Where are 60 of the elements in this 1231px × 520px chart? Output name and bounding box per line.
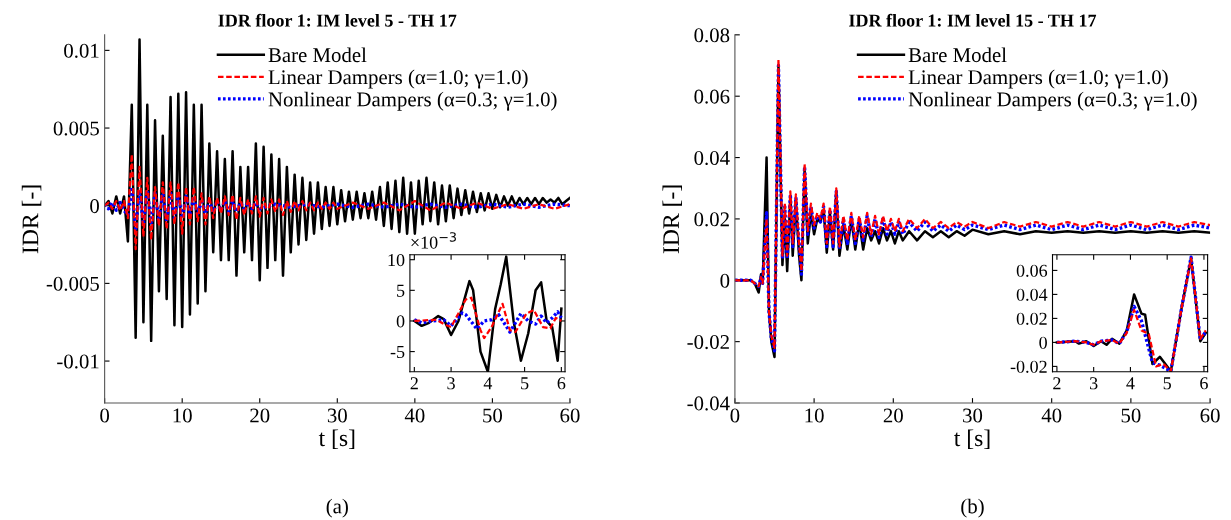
- x-tick-label: 10: [805, 408, 824, 423]
- y-tick-label: -0.01: [57, 354, 99, 369]
- x-tick-label: 60: [560, 408, 580, 423]
- x-tick-label: 50: [1121, 408, 1141, 423]
- legend-label: Bare Model: [908, 47, 1007, 63]
- text: (a): [326, 498, 348, 518]
- y-tick-label: 0.02: [694, 212, 729, 227]
- text: (b): [961, 498, 984, 518]
- y-tick-label: -5: [390, 346, 405, 359]
- y-tick-label: 0.02: [1016, 312, 1047, 325]
- x-tick-label: 6: [557, 377, 566, 390]
- y-axis-title: IDR [-]: [662, 185, 682, 254]
- x-tick-label: 30: [963, 408, 983, 423]
- x-tick-label: 40: [404, 408, 425, 423]
- x-tick-label: 60: [1200, 408, 1220, 423]
- y-tick-label: 0: [90, 199, 99, 214]
- y-axis-title: IDR [-]: [21, 185, 42, 254]
- x-tick-label: 5: [521, 377, 529, 390]
- x-tick-label: 3: [447, 377, 455, 390]
- x-tick-label: 0: [730, 408, 740, 423]
- y-tick-label: -0.02: [687, 335, 729, 350]
- x-axis-title: t [s]: [954, 429, 990, 450]
- chart-title: IDR floor 1: IM level 5 - TH 17: [218, 13, 457, 27]
- x-axis-title: t [s]: [318, 429, 355, 450]
- x-tick-label: 20: [250, 408, 270, 423]
- x-tick-label: 2: [410, 377, 418, 390]
- x-tick-label: 4: [1126, 377, 1135, 390]
- x-tick-label: 3: [1090, 377, 1098, 390]
- x-tick-label: 40: [1041, 408, 1062, 423]
- y-tick-label: 0: [396, 315, 405, 328]
- y-tick-label: 0.08: [694, 28, 730, 43]
- legend-label: Nonlinear Dampers (α=0.3; γ=1.0): [268, 91, 557, 111]
- x-tick-label: 6: [1200, 377, 1208, 390]
- y-tick-label: 0: [720, 273, 730, 288]
- legend-label: Bare Model: [268, 47, 367, 63]
- legend-label: Linear Dampers (α=1.0; γ=1.0): [908, 69, 1168, 89]
- y-tick-label: 0.005: [53, 121, 99, 136]
- y-tick-label: 0.06: [1016, 264, 1048, 277]
- y-tick-label: 0.01: [64, 43, 99, 58]
- legend-label: Linear Dampers (α=1.0; γ=1.0): [268, 69, 528, 89]
- x-tick-label: 0: [100, 408, 110, 423]
- x-tick-label: 20: [883, 408, 903, 423]
- legend-label: Nonlinear Dampers (α=0.3; γ=1.0): [908, 91, 1197, 111]
- y-tick-label: 0.04: [1016, 288, 1048, 301]
- y-tick-label: 0: [1039, 336, 1047, 349]
- y-tick-label: -0.02: [1010, 360, 1047, 373]
- y-tick-label: -0.04: [687, 396, 730, 411]
- x-tick-label: 5: [1163, 377, 1171, 390]
- x-tick-label: 50: [483, 408, 503, 423]
- y-tick-label: 5: [397, 284, 405, 297]
- x-tick-label: 2: [1053, 377, 1061, 390]
- y-tick-label: 0.06: [694, 89, 730, 104]
- y-tick-label: 10: [388, 253, 405, 267]
- y-tick-label: -0.005: [46, 276, 99, 291]
- annotation: ×10$^{−3}$: [411, 232, 456, 249]
- y-tick-label: 0.04: [694, 150, 730, 166]
- x-tick-label: 30: [327, 408, 347, 423]
- x-tick-label: 4: [483, 377, 493, 390]
- chart-title: IDR floor 1: IM level 15 - TH 17: [849, 13, 1097, 27]
- x-tick-label: 10: [173, 408, 192, 423]
